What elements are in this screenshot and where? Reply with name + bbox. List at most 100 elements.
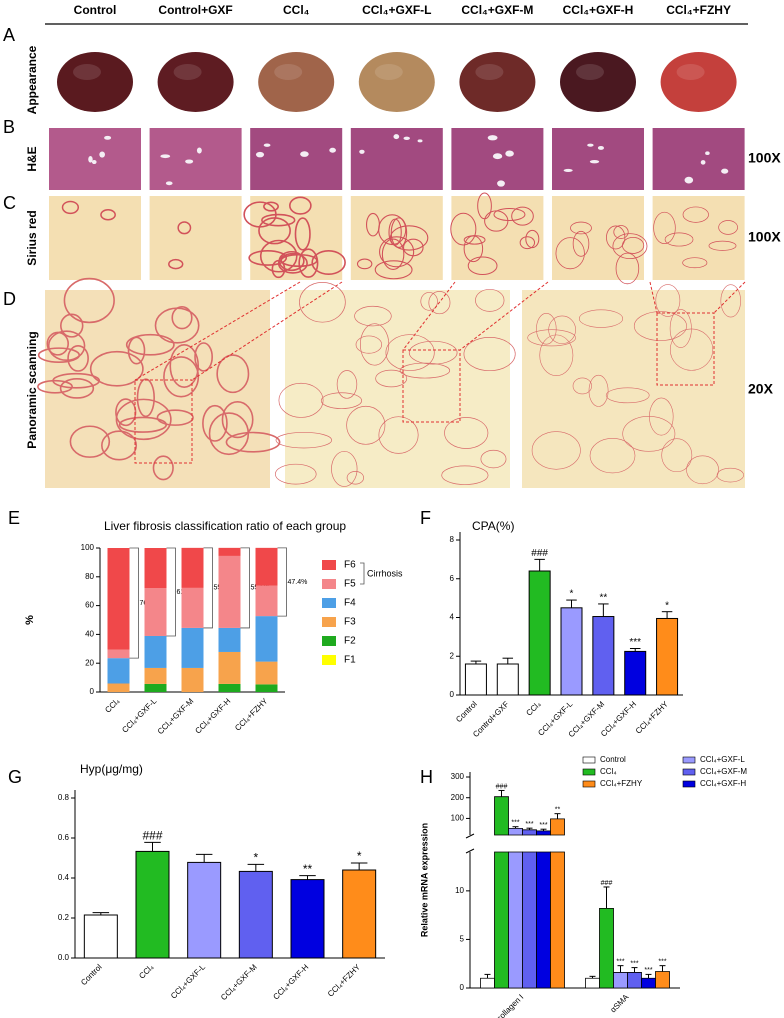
sirius-fiber <box>664 232 694 247</box>
legend-swatch <box>682 768 696 776</box>
legend-swatch <box>322 560 336 570</box>
legend-label: CCl₄+GXF-H <box>700 779 746 788</box>
bar <box>560 607 583 696</box>
he-image <box>49 128 141 190</box>
error-bar <box>512 826 519 829</box>
cirrhosis-bracket <box>166 547 176 637</box>
significance: ** <box>599 593 607 604</box>
panoramic-fiber <box>346 471 364 485</box>
column-header: CCl₄ <box>283 3 310 17</box>
y-tick-label: 60 <box>85 601 94 610</box>
magnification: 20X <box>748 381 774 397</box>
panoramic-fiber <box>37 379 73 394</box>
panoramic-fiber <box>154 307 200 344</box>
axis-break <box>465 833 475 854</box>
bar-segment <box>255 684 278 692</box>
sirius-fiber <box>555 237 585 270</box>
significance: ** <box>303 862 313 876</box>
bar-segment <box>255 585 278 617</box>
sirius-image <box>149 196 242 280</box>
legend-label: F1 <box>344 655 356 666</box>
panoramic-fiber <box>59 377 95 399</box>
he-vessel <box>589 159 600 164</box>
error-bar <box>526 827 533 830</box>
y-tick-label: 300 <box>451 772 465 781</box>
significance: *** <box>616 959 624 966</box>
panoramic-fiber <box>136 378 155 418</box>
bar-segment <box>107 683 130 692</box>
panoramic-fiber <box>378 416 419 454</box>
cirrhosis-bracket <box>240 547 250 629</box>
panoramic-fiber <box>156 409 194 426</box>
legend-label: CCl₄+GXF-L <box>700 755 745 764</box>
cirrhosis-bracket <box>203 547 213 629</box>
chart-title: Hyp(μg/mg) <box>80 762 143 776</box>
he-vessel <box>88 156 93 163</box>
panoramic-fiber <box>399 362 451 379</box>
liver-photo <box>660 52 737 112</box>
panoramic-fiber <box>216 354 250 394</box>
he-vessel <box>487 135 498 141</box>
bar <box>613 972 628 989</box>
row-letter: C <box>3 193 16 213</box>
error-bar <box>659 965 666 972</box>
y-tick-label: 200 <box>451 793 465 802</box>
he-vessel <box>497 180 505 187</box>
error-bar <box>540 828 547 831</box>
error-bar <box>554 813 561 819</box>
he-vessel <box>700 160 706 165</box>
sirius-fiber <box>168 258 184 270</box>
panoramic-fiber <box>716 467 744 483</box>
bar-segment <box>181 547 204 588</box>
panoramic-fiber <box>536 313 557 345</box>
bar <box>480 977 495 989</box>
error-bar <box>502 657 514 664</box>
bar <box>135 850 170 959</box>
panoramic-fiber <box>655 284 681 317</box>
he-vessel <box>160 154 171 159</box>
y-tick-label: 0 <box>460 983 465 992</box>
significance: ### <box>531 548 548 559</box>
panoramic-fiber <box>127 336 146 365</box>
x-tick-label: αSMA <box>609 992 631 1014</box>
panoramic-fiber <box>661 438 693 473</box>
bar-segment <box>181 667 204 692</box>
panoramic-fiber <box>171 306 193 330</box>
he-vessel <box>300 151 309 157</box>
x-tick-label: Control <box>454 699 479 724</box>
liver-photo <box>258 52 335 112</box>
significance: * <box>253 851 258 865</box>
panoramic-fiber <box>622 415 676 452</box>
bar <box>550 818 565 989</box>
sirius-fiber <box>261 213 296 227</box>
annotation: 47.4% <box>288 579 308 586</box>
column-header: Control <box>74 3 117 17</box>
error-bar <box>661 611 673 619</box>
he-vessel <box>587 143 594 147</box>
panoramic-fiber <box>527 329 576 347</box>
bar-segment <box>107 548 130 650</box>
y-axis-label: % <box>24 615 36 625</box>
panel-letter: H <box>420 767 433 787</box>
zoom-box <box>402 349 461 423</box>
he-vessel <box>417 139 423 143</box>
x-tick-label: CCl₄+FZHY <box>326 962 363 999</box>
zoom-box <box>656 312 715 386</box>
x-tick-label: Control <box>79 962 104 987</box>
legend-swatch <box>582 780 596 788</box>
error-bar <box>566 599 577 608</box>
y-axis-label: Relative mRNA expression <box>419 823 429 937</box>
legend-group-label: Cirrhosis <box>367 568 403 578</box>
sirius-fiber <box>450 212 477 246</box>
sirius-image <box>350 196 443 280</box>
panoramic-fiber <box>375 369 408 388</box>
he-vessel <box>329 147 336 153</box>
panoramic-fiber <box>163 356 200 398</box>
y-tick-label: 0.0 <box>58 953 70 962</box>
error-bar <box>144 841 161 852</box>
legend-label: F2 <box>344 636 356 647</box>
liver-photo <box>459 52 536 112</box>
panoramic-fiber <box>194 342 213 372</box>
y-tick-label: 8 <box>450 535 455 544</box>
cirrhosis-bracket <box>277 547 287 617</box>
